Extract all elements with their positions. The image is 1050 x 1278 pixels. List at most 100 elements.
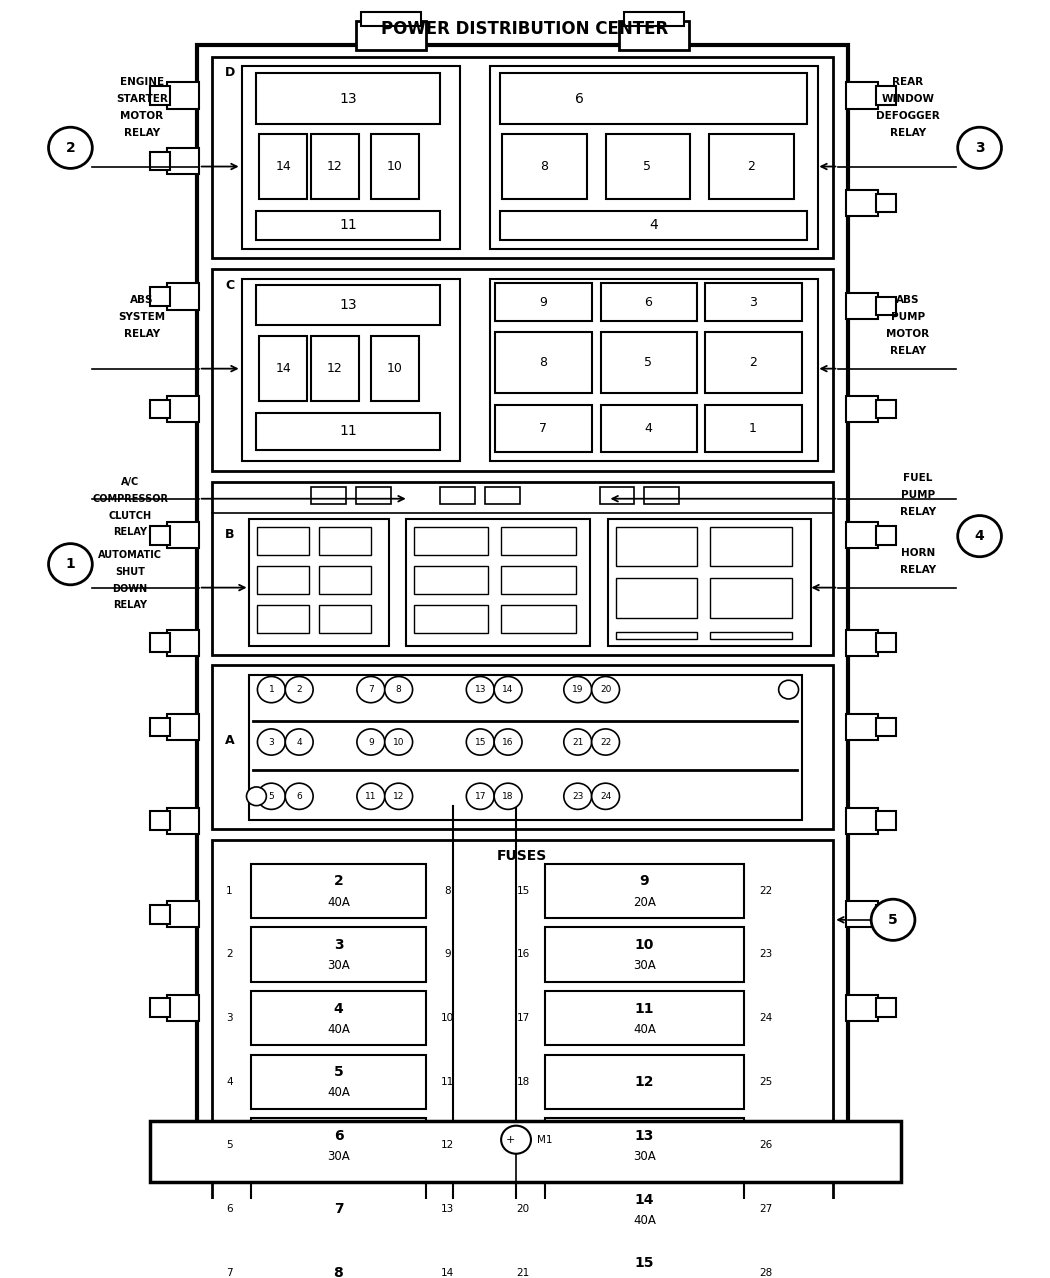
Text: 6: 6 [226, 1204, 233, 1214]
Text: 2: 2 [65, 141, 76, 155]
Bar [371, 134, 419, 199]
Circle shape [564, 728, 591, 755]
Text: 17: 17 [475, 792, 486, 801]
Text: 11: 11 [365, 792, 377, 801]
Text: RELAY: RELAY [113, 601, 147, 611]
Text: 15: 15 [517, 886, 529, 896]
Bar [846, 523, 878, 548]
Circle shape [564, 676, 591, 703]
Text: 8: 8 [334, 1265, 343, 1278]
Text: RELAY: RELAY [124, 328, 160, 339]
Bar [251, 864, 425, 918]
Circle shape [501, 1126, 531, 1154]
Bar [846, 630, 878, 656]
Text: 10: 10 [386, 160, 402, 173]
Bar [545, 928, 743, 982]
Text: DEFOGGER: DEFOGGER [876, 111, 940, 121]
Bar [710, 527, 792, 566]
Text: 7: 7 [368, 685, 374, 694]
Circle shape [591, 676, 620, 703]
Text: 14: 14 [502, 685, 513, 694]
Text: 30A: 30A [328, 960, 350, 973]
Bar [150, 998, 170, 1017]
Bar [710, 631, 792, 639]
Text: A/C: A/C [121, 477, 140, 487]
Text: 23: 23 [759, 950, 773, 960]
Bar [319, 527, 371, 555]
Text: 5: 5 [269, 792, 274, 801]
Circle shape [257, 728, 286, 755]
Text: 30A: 30A [633, 960, 656, 973]
Text: 11: 11 [339, 219, 357, 233]
Bar [601, 405, 697, 452]
Text: 6: 6 [296, 792, 302, 801]
Bar [625, 12, 685, 26]
Circle shape [286, 676, 313, 703]
Bar [212, 58, 834, 258]
Text: 2: 2 [296, 685, 302, 694]
Bar [500, 211, 806, 240]
Text: D: D [225, 66, 235, 79]
Circle shape [48, 128, 92, 169]
Text: 1: 1 [226, 886, 233, 896]
Bar [319, 566, 371, 594]
Text: 1: 1 [749, 422, 757, 435]
Bar [167, 630, 198, 656]
Text: 25: 25 [759, 1076, 773, 1086]
Bar [150, 1121, 901, 1182]
Bar [150, 718, 170, 736]
Text: 20: 20 [600, 685, 611, 694]
Text: 5: 5 [334, 1066, 343, 1080]
Bar [501, 606, 575, 634]
Bar [242, 279, 460, 461]
Circle shape [247, 787, 267, 805]
Text: 2: 2 [747, 160, 755, 173]
Bar [545, 1054, 743, 1109]
Text: 6: 6 [334, 1128, 343, 1143]
Bar [846, 714, 878, 740]
Bar [846, 396, 878, 422]
Text: 3: 3 [226, 1013, 233, 1024]
Text: WINDOW: WINDOW [881, 95, 934, 105]
Bar [150, 288, 170, 305]
Text: 40A: 40A [633, 1022, 656, 1035]
Bar [606, 134, 690, 199]
Circle shape [357, 676, 384, 703]
Text: 14: 14 [634, 1192, 654, 1206]
Text: MOTOR: MOTOR [886, 328, 929, 339]
Circle shape [357, 728, 384, 755]
Bar [490, 279, 818, 461]
Bar [251, 1118, 425, 1172]
Text: 13: 13 [339, 298, 357, 312]
Text: RELAY: RELAY [113, 528, 147, 538]
Circle shape [286, 783, 313, 809]
Text: 2: 2 [334, 874, 343, 888]
Text: 19: 19 [572, 685, 584, 694]
Text: 13: 13 [634, 1128, 654, 1143]
Circle shape [357, 783, 384, 809]
Text: 30A: 30A [328, 1150, 350, 1163]
Circle shape [495, 783, 522, 809]
Text: 8: 8 [539, 355, 547, 368]
Bar [710, 578, 792, 617]
Text: 4: 4 [645, 422, 652, 435]
Text: B: B [225, 528, 234, 541]
Text: DOWN: DOWN [112, 584, 148, 593]
Bar [485, 487, 520, 505]
Bar [361, 12, 421, 26]
Text: ABS: ABS [130, 295, 153, 305]
Text: 6: 6 [575, 92, 584, 106]
Text: 5: 5 [226, 1140, 233, 1150]
Bar [705, 332, 801, 392]
Bar [167, 994, 198, 1021]
Bar [257, 566, 309, 594]
Bar [496, 332, 591, 392]
Bar [257, 527, 309, 555]
Bar [501, 566, 575, 594]
Text: 3: 3 [974, 141, 985, 155]
Text: 20A: 20A [633, 896, 656, 909]
Text: 40A: 40A [327, 1086, 350, 1099]
Text: MOTOR: MOTOR [121, 111, 164, 121]
Text: RELAY: RELAY [124, 128, 160, 138]
Bar [545, 1246, 743, 1278]
